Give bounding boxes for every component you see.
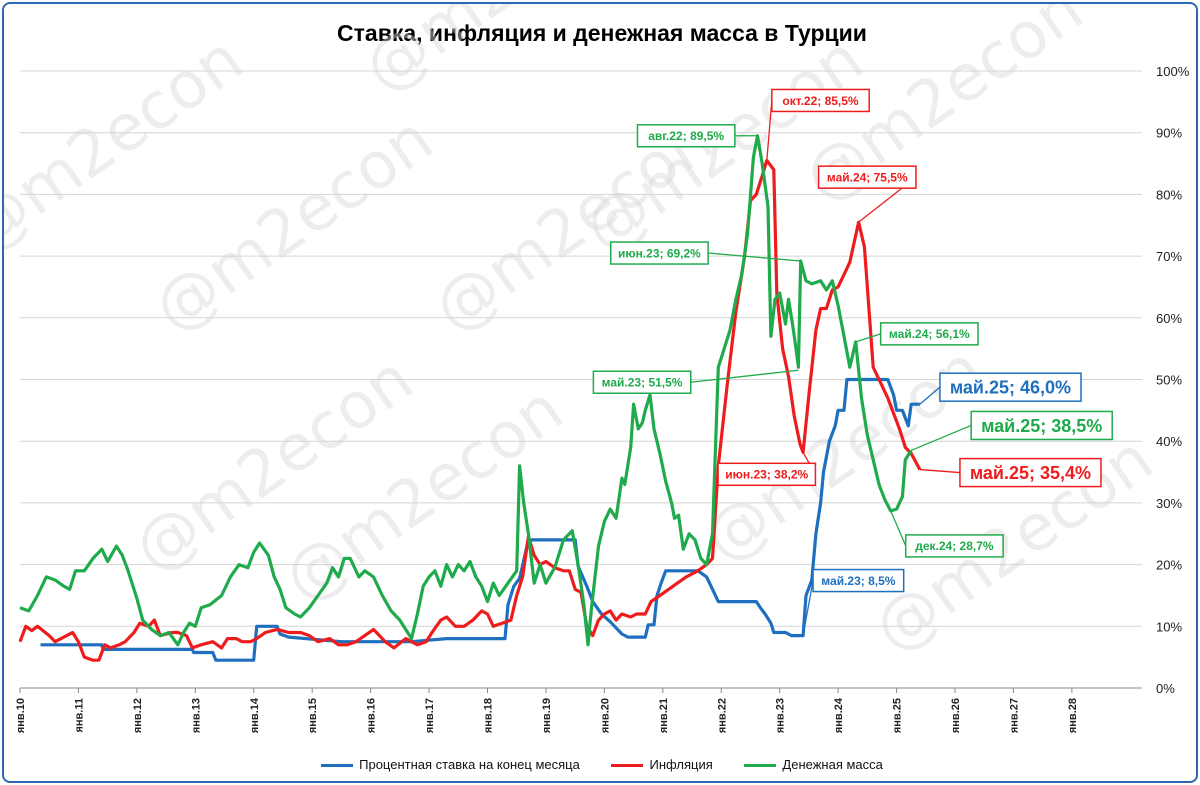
y-tick-label: 10% (1156, 619, 1182, 634)
x-tick-label: янв.26 (950, 698, 962, 733)
y-tick-label: 20% (1156, 558, 1182, 573)
callout-label: май.24; 75,5% (827, 170, 908, 184)
series-line-2 (19, 134, 913, 647)
watermark-text: @m2econ (4, 22, 256, 267)
callout-box (609, 241, 709, 265)
y-tick-label: 80% (1156, 187, 1182, 202)
legend-label-money: Денежная масса (782, 757, 883, 773)
callout-label: май.25; 35,4% (970, 463, 1091, 483)
chart-title: Ставка, инфляция и денежная масса в Турц… (337, 20, 867, 46)
x-tick-label: янв.16 (366, 698, 378, 733)
y-tick-label: 0% (1156, 681, 1175, 696)
callout-leader (802, 580, 814, 636)
x-tick-label: янв.17 (424, 698, 436, 733)
callout-box (939, 372, 1082, 402)
callout-label: май.23; 51,5% (602, 376, 683, 390)
callout-box (970, 410, 1113, 441)
x-tick-label: янв.21 (658, 698, 670, 733)
callout-label: май.25; 38,5% (981, 416, 1102, 436)
legend-item-rate: Процентная ставка на конец месяца (321, 757, 580, 772)
y-tick-label: 50% (1156, 373, 1182, 388)
y-tick-label: 100% (1156, 64, 1190, 79)
callout-label: май.25; 46,0% (950, 378, 1071, 398)
y-tick-label: 90% (1156, 126, 1182, 141)
callout-box (812, 568, 905, 593)
callout-leader (919, 468, 960, 474)
callout-leader (910, 424, 972, 452)
legend-label-rate: Процентная ставка на конец месяца (359, 757, 580, 773)
callout-label: дек.24; 28,7% (915, 539, 994, 553)
callout-label: май.23; 8,5% (821, 574, 895, 588)
callout-label: май.24; 56,1% (889, 327, 970, 341)
watermark-text: @m2econ (141, 102, 447, 347)
callout-box (879, 322, 979, 346)
y-tick-label: 60% (1156, 311, 1182, 326)
callout-box (817, 165, 917, 189)
callout-box (592, 370, 692, 394)
chart-legend: Процентная ставка на конец месяца Инфляц… (4, 756, 1196, 773)
watermark-text: @m2econ (351, 4, 657, 107)
x-tick-label: янв.20 (599, 698, 611, 733)
callout-leader (766, 100, 773, 161)
y-tick-label: 70% (1156, 249, 1182, 264)
x-tick-label: янв.14 (249, 697, 261, 733)
x-tick-label: янв.13 (190, 698, 202, 733)
series-line-1 (18, 158, 922, 662)
callout-label: июн.23; 38,2% (725, 468, 808, 482)
callout-box (717, 462, 817, 487)
callout-label: авг.22; 89,5% (648, 129, 724, 143)
callout-leader (890, 510, 907, 547)
y-tick-label: 40% (1156, 434, 1182, 449)
callout-box (959, 457, 1102, 488)
callout-leader (708, 252, 801, 262)
callout-leader (855, 333, 881, 343)
legend-item-money: Денежная масса (744, 757, 883, 773)
x-tick-label: янв.28 (1067, 698, 1079, 733)
x-tick-label: янв.25 (892, 698, 904, 733)
callout-box (636, 124, 736, 148)
chart-plot: @m2econ@m2econ@m2econ@m2econ@m2econ@m2ec… (4, 4, 1190, 733)
callout-label: окт.22; 85,5% (782, 94, 859, 108)
legend-swatch-inflation (611, 764, 644, 768)
x-tick-label: янв.24 (833, 697, 845, 733)
legend-label-inflation: Инфляция (649, 757, 713, 773)
callout-label: июн.23; 69,2% (618, 246, 701, 260)
x-tick-label: янв.19 (541, 698, 553, 733)
legend-item-inflation: Инфляция (611, 757, 713, 773)
legend-swatch-rate (321, 764, 354, 768)
callout-leader (919, 386, 941, 405)
x-tick-label: янв.12 (132, 698, 144, 733)
callout-box (904, 534, 1004, 558)
x-tick-label: янв.27 (1008, 698, 1020, 733)
x-tick-label: янв.10 (15, 698, 27, 733)
legend-swatch-money (744, 764, 777, 768)
y-tick-label: 30% (1156, 496, 1182, 511)
callout-box (771, 88, 870, 113)
x-tick-label: янв.22 (716, 698, 728, 733)
series-line-0 (40, 377, 920, 662)
callout-leader (690, 369, 799, 383)
x-tick-label: янв.18 (483, 698, 495, 733)
x-tick-label: янв.23 (775, 698, 787, 733)
x-tick-label: янв.15 (307, 698, 319, 733)
x-tick-label: янв.11 (73, 698, 85, 733)
